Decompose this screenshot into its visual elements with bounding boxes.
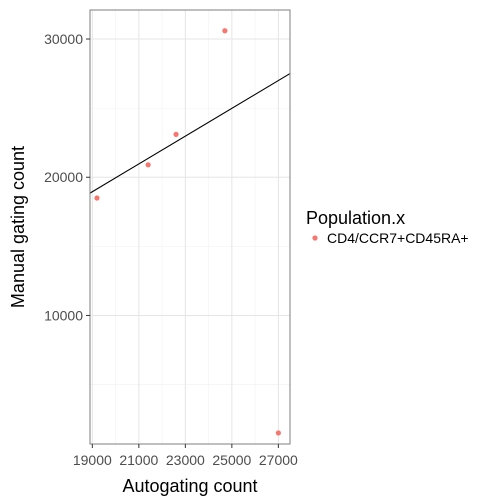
x-tick-label: 25000 bbox=[212, 452, 251, 468]
legend-key-point bbox=[312, 235, 318, 241]
y-tick-label: 10000 bbox=[44, 307, 83, 323]
x-tick-label: 27000 bbox=[259, 452, 298, 468]
minor-gridlines bbox=[90, 10, 290, 444]
data-points bbox=[94, 28, 281, 436]
legend: Population.x CD4/CCR7+CD45RA+ bbox=[306, 208, 469, 246]
y-axis-ticks: 10000 20000 30000 bbox=[44, 31, 90, 323]
reference-line-group bbox=[89, 73, 291, 194]
y-tick-label: 30000 bbox=[44, 31, 83, 47]
panel-border bbox=[89, 9, 291, 445]
panel-background bbox=[90, 10, 290, 444]
data-point bbox=[173, 131, 179, 137]
regression-line bbox=[89, 73, 291, 194]
data-point bbox=[222, 28, 228, 34]
x-axis-ticks: 19000 21000 23000 25000 27000 bbox=[73, 444, 298, 468]
legend-title: Population.x bbox=[306, 208, 405, 228]
x-tick-label: 23000 bbox=[166, 452, 205, 468]
x-tick-label: 19000 bbox=[73, 452, 112, 468]
data-point bbox=[275, 430, 281, 436]
data-point bbox=[94, 195, 100, 201]
major-gridlines bbox=[90, 10, 290, 444]
y-axis-title: Manual gating count bbox=[8, 146, 28, 308]
data-point bbox=[145, 162, 151, 168]
y-tick-label: 20000 bbox=[44, 169, 83, 185]
legend-label: CD4/CCR7+CD45RA+ bbox=[327, 230, 469, 246]
x-axis-title: Autogating count bbox=[122, 476, 257, 496]
x-tick-label: 21000 bbox=[119, 452, 158, 468]
